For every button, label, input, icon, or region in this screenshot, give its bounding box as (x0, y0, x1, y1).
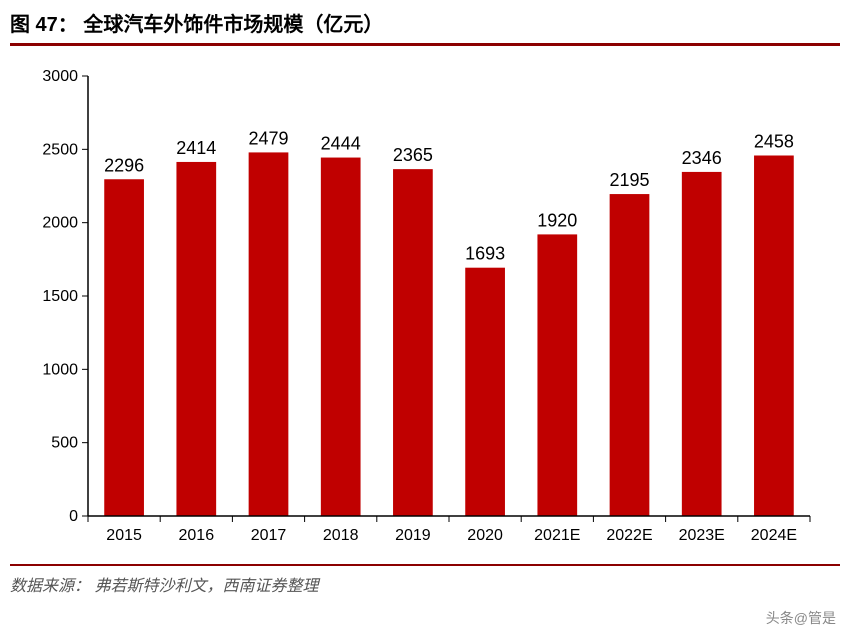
bar-value-label: 2444 (321, 134, 361, 154)
bar-value-label: 1693 (465, 244, 505, 264)
figure-title-text: 全球汽车外饰件市场规模（亿元） (83, 14, 383, 36)
bar-value-label: 2365 (393, 145, 433, 165)
y-tick-label: 2000 (42, 215, 78, 232)
data-source: 数据来源： 弗若斯特沙利文，西南证券整理 (0, 566, 850, 596)
x-category-label: 2023E (679, 527, 725, 544)
bar (393, 169, 433, 516)
y-tick-label: 0 (69, 508, 78, 525)
title-rule (10, 43, 840, 46)
source-text: 弗若斯特沙利文，西南证券整理 (94, 578, 318, 595)
bar-chart: 0 500 1000 1500 2000 2500 3000 2296 2015 2414 2016… (30, 66, 820, 556)
watermark: 头条@管是 (766, 608, 836, 628)
x-category-label: 2018 (323, 527, 359, 544)
y-tick-label: 2500 (42, 141, 78, 158)
x-category-label: 2021E (534, 527, 580, 544)
y-tick-label: 500 (51, 435, 78, 452)
x-category-label: 2022E (606, 527, 652, 544)
bar (610, 194, 650, 516)
bar (754, 155, 794, 516)
x-category-label: 2024E (751, 527, 797, 544)
bar (465, 268, 505, 516)
bar-value-label: 1920 (537, 210, 577, 230)
bar-value-label: 2346 (682, 148, 722, 168)
bar (176, 162, 216, 516)
bar-value-label: 2296 (104, 155, 144, 175)
bar-value-label: 2195 (609, 170, 649, 190)
x-category-label: 2015 (106, 527, 142, 544)
y-tick-label: 1500 (42, 288, 78, 305)
x-category-label: 2020 (467, 527, 503, 544)
figure-number: 图 47： (10, 14, 78, 36)
bar (537, 234, 577, 516)
y-tick-label: 3000 (42, 68, 78, 85)
chart-svg: 0 500 1000 1500 2000 2500 3000 2296 2015 2414 2016… (30, 66, 820, 556)
chart-title: 图 47： 全球汽车外饰件市场规模（亿元） (0, 0, 850, 43)
x-category-label: 2017 (251, 527, 287, 544)
bar (249, 152, 289, 516)
bar (321, 158, 361, 516)
bar-value-label: 2479 (248, 128, 288, 148)
x-category-label: 2019 (395, 527, 431, 544)
y-tick-label: 1000 (42, 361, 78, 378)
source-label: 数据来源： (10, 578, 90, 595)
bar-value-label: 2458 (754, 131, 794, 151)
bar (104, 179, 144, 516)
bar-value-label: 2414 (176, 138, 216, 158)
x-category-label: 2016 (179, 527, 215, 544)
bar (682, 172, 722, 516)
